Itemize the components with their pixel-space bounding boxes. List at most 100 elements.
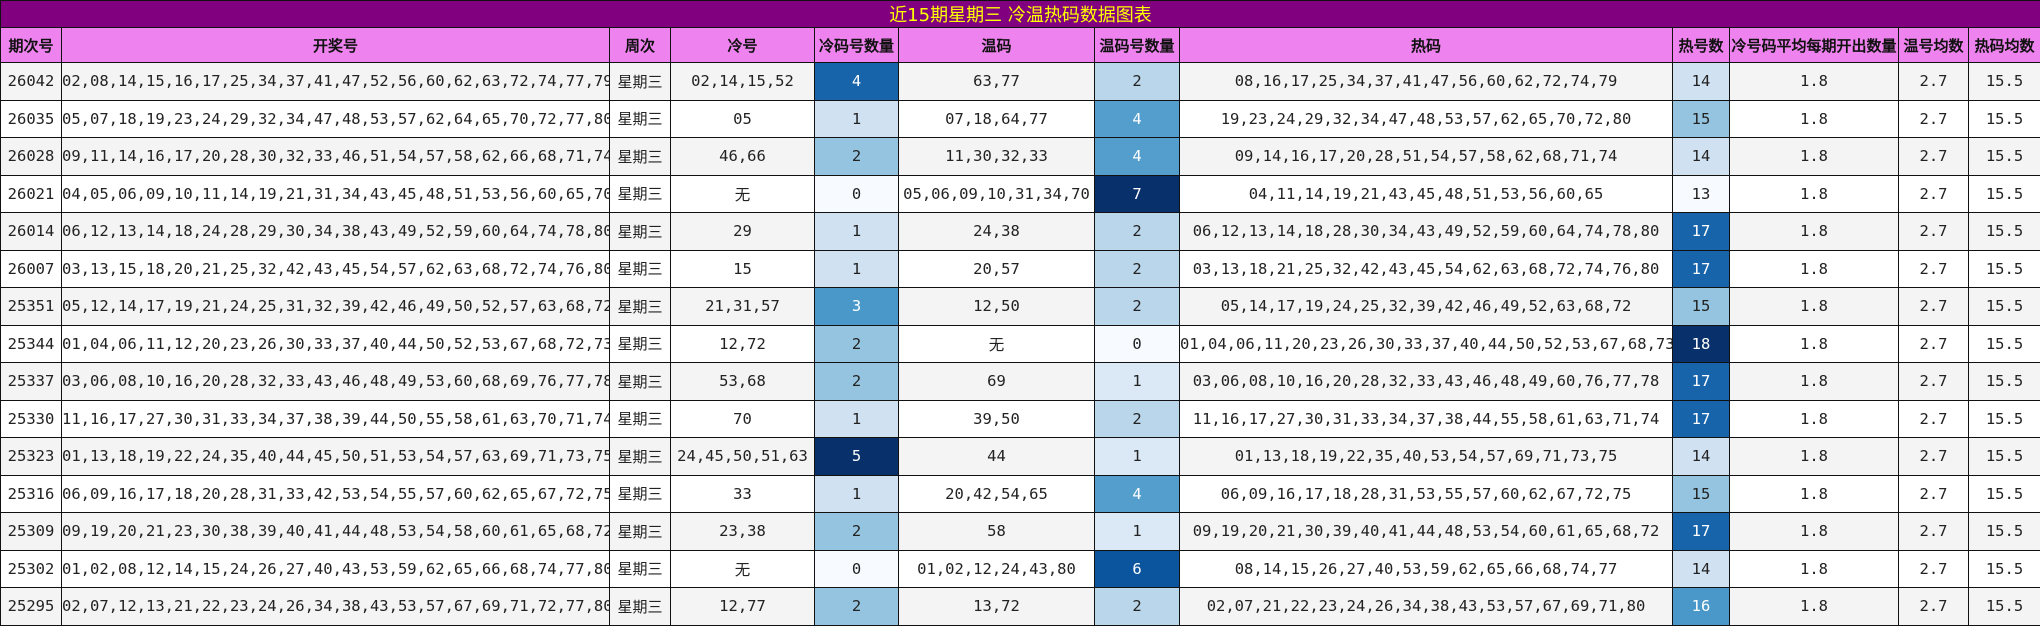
header-hot-count[interactable]: 热号数 [1672, 27, 1730, 63]
cell-week: 星期三 [609, 137, 671, 176]
cell-cold-count: 2 [814, 137, 899, 176]
cell-hot-count: 17 [1672, 362, 1730, 401]
cell-hot-avg: 15.5 [1968, 512, 2040, 551]
cell-cold-avg: 1.8 [1729, 212, 1899, 251]
table-row: 25316 06,09,16,17,18,20,28,31,33,42,53,54… [0, 474, 2040, 513]
cell-cold-avg: 1.8 [1729, 474, 1899, 513]
cell-cold-avg: 1.8 [1729, 62, 1899, 101]
cell-hot-avg: 15.5 [1968, 437, 2040, 476]
cell-numbers: 09,11,14,16,17,20,28,30,32,33,46,51,54,5… [61, 137, 610, 176]
cell-cold-count: 2 [814, 512, 899, 551]
header-cold-avg[interactable]: 冷号码平均每期开出数量 [1729, 27, 1899, 63]
cell-hot-count: 13 [1672, 174, 1730, 213]
cell-hot-count: 15 [1672, 287, 1730, 326]
header-cold-count[interactable]: 冷码号数量 [814, 27, 899, 63]
cell-week: 星期三 [609, 437, 671, 476]
cell-numbers: 02,08,14,15,16,17,25,34,37,41,47,52,56,6… [61, 62, 610, 101]
cell-cold-avg: 1.8 [1729, 324, 1899, 363]
cell-cold: 33 [670, 474, 815, 513]
header-numbers[interactable]: 开奖号 [61, 27, 610, 63]
table-row: 25309 09,19,20,21,23,30,38,39,40,41,44,48… [0, 512, 2040, 551]
cell-warm-count: 4 [1094, 99, 1180, 138]
cell-hot: 11,16,17,27,30,31,33,34,37,38,44,55,58,6… [1179, 399, 1673, 438]
cell-issue: 25351 [0, 287, 62, 326]
header-warm-avg[interactable]: 温号均数 [1898, 27, 1969, 63]
cell-cold-avg: 1.8 [1729, 362, 1899, 401]
header-issue[interactable]: 期次号 [0, 27, 62, 63]
cell-hot-count: 17 [1672, 249, 1730, 288]
table-row: 26035 05,07,18,19,23,24,29,32,34,47,48,53… [0, 99, 2040, 138]
cell-warm: 63,77 [898, 62, 1095, 101]
cell-hot: 03,13,18,21,25,32,42,43,45,54,62,63,68,7… [1179, 249, 1673, 288]
cell-cold: 23,38 [670, 512, 815, 551]
table-row: 25323 01,13,18,19,22,24,35,40,44,45,50,51… [0, 437, 2040, 476]
cell-hot-avg: 15.5 [1968, 174, 2040, 213]
cell-warm-avg: 2.7 [1898, 174, 1969, 213]
cell-numbers: 01,02,08,12,14,15,24,26,27,40,43,53,59,6… [61, 549, 610, 588]
cell-warm: 20,57 [898, 249, 1095, 288]
cell-hot-avg: 15.5 [1968, 287, 2040, 326]
cell-cold: 15 [670, 249, 815, 288]
cell-warm-count: 4 [1094, 137, 1180, 176]
table-row: 25344 01,04,06,11,12,20,23,26,30,33,37,40… [0, 324, 2040, 363]
cell-hot-avg: 15.5 [1968, 362, 2040, 401]
header-hot[interactable]: 热码 [1179, 27, 1673, 63]
cell-hot: 09,14,16,17,20,28,51,54,57,58,62,68,71,7… [1179, 137, 1673, 176]
cell-cold-avg: 1.8 [1729, 549, 1899, 588]
cell-cold-avg: 1.8 [1729, 137, 1899, 176]
cell-cold-count: 4 [814, 62, 899, 101]
cell-cold-count: 1 [814, 474, 899, 513]
cell-hot: 01,13,18,19,22,35,40,53,54,57,69,71,73,7… [1179, 437, 1673, 476]
cell-warm-avg: 2.7 [1898, 399, 1969, 438]
cell-cold: 无 [670, 549, 815, 588]
table-row: 26028 09,11,14,16,17,20,28,30,32,33,46,51… [0, 137, 2040, 176]
cell-warm-count: 2 [1094, 399, 1180, 438]
table-title: 近15期星期三 冷温热码数据图表 [0, 0, 2040, 28]
table-body: 26042 02,08,14,15,16,17,25,34,37,41,47,52… [0, 62, 2040, 626]
cell-numbers: 04,05,06,09,10,11,14,19,21,31,34,43,45,4… [61, 174, 610, 213]
cell-warm-count: 2 [1094, 62, 1180, 101]
cell-warm-count: 1 [1094, 362, 1180, 401]
cell-hot: 19,23,24,29,32,34,47,48,53,57,62,65,70,7… [1179, 99, 1673, 138]
cell-warm: 44 [898, 437, 1095, 476]
cell-hot-avg: 15.5 [1968, 249, 2040, 288]
cell-cold: 70 [670, 399, 815, 438]
cell-cold-count: 1 [814, 249, 899, 288]
cell-hot: 03,06,08,10,16,20,28,32,33,43,46,48,49,6… [1179, 362, 1673, 401]
cell-warm: 20,42,54,65 [898, 474, 1095, 513]
cell-numbers: 03,06,08,10,16,20,28,32,33,43,46,48,49,5… [61, 362, 610, 401]
cell-cold-avg: 1.8 [1729, 287, 1899, 326]
cell-warm-avg: 2.7 [1898, 249, 1969, 288]
cell-numbers: 02,07,12,13,21,22,23,24,26,34,38,43,53,5… [61, 587, 610, 626]
cell-hot-count: 14 [1672, 549, 1730, 588]
cell-cold: 12,72 [670, 324, 815, 363]
cell-warm: 69 [898, 362, 1095, 401]
cell-cold: 53,68 [670, 362, 815, 401]
header-row: 期次号 开奖号 周次 冷号 冷码号数量 温码 温码号数量 热码 热号数 冷号码平均每期开出数量 温号… [0, 27, 2040, 63]
header-week[interactable]: 周次 [609, 27, 671, 63]
cell-week: 星期三 [609, 549, 671, 588]
header-hot-avg[interactable]: 热码均数 [1968, 27, 2040, 63]
cell-warm-avg: 2.7 [1898, 324, 1969, 363]
cell-warm-avg: 2.7 [1898, 474, 1969, 513]
header-cold[interactable]: 冷号 [670, 27, 815, 63]
cell-hot: 06,12,13,14,18,28,30,34,43,49,52,59,60,6… [1179, 212, 1673, 251]
table-row: 25330 11,16,17,27,30,31,33,34,37,38,39,44… [0, 399, 2040, 438]
cell-hot: 09,19,20,21,30,39,40,41,44,48,53,54,60,6… [1179, 512, 1673, 551]
cell-issue: 26028 [0, 137, 62, 176]
cell-hot: 02,07,21,22,23,24,26,34,38,43,53,57,67,6… [1179, 587, 1673, 626]
header-warm[interactable]: 温码 [898, 27, 1095, 63]
table-row: 25295 02,07,12,13,21,22,23,24,26,34,38,43… [0, 587, 2040, 626]
cell-hot: 01,04,06,11,20,23,26,30,33,37,40,44,50,5… [1179, 324, 1673, 363]
cell-week: 星期三 [609, 324, 671, 363]
cell-warm: 01,02,12,24,43,80 [898, 549, 1095, 588]
cell-week: 星期三 [609, 99, 671, 138]
cell-warm-avg: 2.7 [1898, 137, 1969, 176]
cell-numbers: 05,12,14,17,19,21,24,25,31,32,39,42,46,4… [61, 287, 610, 326]
header-warm-count[interactable]: 温码号数量 [1094, 27, 1180, 63]
cell-week: 星期三 [609, 362, 671, 401]
cell-cold-avg: 1.8 [1729, 174, 1899, 213]
cell-warm-count: 6 [1094, 549, 1180, 588]
cell-hot: 08,16,17,25,34,37,41,47,56,60,62,72,74,7… [1179, 62, 1673, 101]
cell-week: 星期三 [609, 62, 671, 101]
